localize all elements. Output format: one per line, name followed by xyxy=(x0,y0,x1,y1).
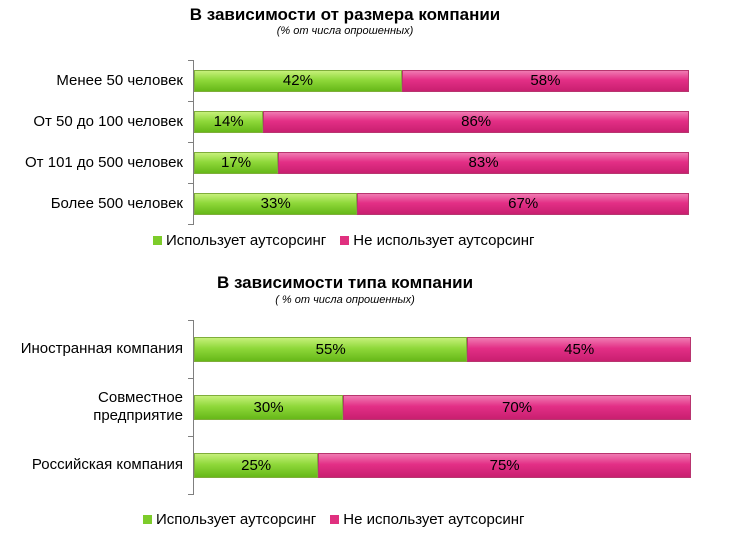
bar-not-uses-outsourcing: 83% xyxy=(278,151,689,174)
bar-uses-outsourcing: 30% xyxy=(194,394,344,420)
axis-tick xyxy=(188,494,193,495)
legend-swatch-uses xyxy=(143,515,152,524)
data-label: 14% xyxy=(213,113,244,130)
legend-item-not-uses: Не использует аутсорсинг xyxy=(330,511,525,528)
category-label: Менее 50 человек xyxy=(56,71,183,89)
legend-label-not-uses: Не использует аутсорсинг xyxy=(353,232,535,249)
bar-uses-outsourcing: 25% xyxy=(194,452,319,478)
category-label: От 101 до 500 человек xyxy=(25,153,183,171)
legend-item-uses: Использует аутсорсинг xyxy=(143,511,316,528)
data-label: 75% xyxy=(489,456,520,474)
chart-subtitle: (% от числа опрошенных) xyxy=(276,25,414,37)
chart-title: В зависимости от размера компании xyxy=(189,5,501,24)
legend-label-uses: Использует аутсорсинг xyxy=(156,511,317,528)
category-label: Более 500 человек xyxy=(50,194,183,212)
axis-tick xyxy=(188,142,193,143)
legend-swatch-not-uses xyxy=(330,515,340,524)
bar-not-uses-outsourcing: 86% xyxy=(263,110,689,133)
legend-swatch-uses xyxy=(153,236,162,245)
data-label: 42% xyxy=(282,72,313,89)
axis-tick xyxy=(188,101,193,102)
bar-not-uses-outsourcing: 67% xyxy=(357,192,689,215)
axis-tick xyxy=(188,436,193,437)
data-label: 86% xyxy=(461,113,492,130)
data-label: 45% xyxy=(564,340,595,358)
axis-tick xyxy=(188,60,193,61)
data-label: 55% xyxy=(315,340,346,358)
data-label: 17% xyxy=(221,154,252,171)
data-label: 33% xyxy=(260,195,291,212)
chart-subtitle: ( % от числа опрошенных) xyxy=(275,294,415,306)
data-label: 70% xyxy=(502,398,533,416)
axis-tick xyxy=(188,224,193,225)
legend: Использует аутсорсинг Не использует аутс… xyxy=(143,511,539,528)
size-chart: В зависимости от размера компании (% от … xyxy=(0,0,732,260)
data-label: 30% xyxy=(253,398,284,416)
bar-not-uses-outsourcing: 45% xyxy=(467,336,691,362)
bar-uses-outsourcing: 55% xyxy=(194,336,468,362)
type-chart: В зависимости типа компании ( % от числа… xyxy=(0,268,732,535)
legend-item-not-uses: Не использует аутсорсинг xyxy=(340,232,535,249)
bar-not-uses-outsourcing: 70% xyxy=(343,394,691,420)
bar-not-uses-outsourcing: 75% xyxy=(318,452,691,478)
legend-swatch-not-uses xyxy=(340,236,350,245)
data-label: 83% xyxy=(468,154,499,171)
data-label: 58% xyxy=(530,72,561,89)
category-label: Совместное предприятие xyxy=(93,389,183,424)
category-label: Иностранная компания xyxy=(20,340,183,357)
axis-tick xyxy=(188,378,193,379)
category-label: От 50 до 100 человек xyxy=(33,112,183,130)
bar-uses-outsourcing: 42% xyxy=(194,69,402,92)
data-label: 67% xyxy=(508,195,539,212)
bar-uses-outsourcing: 33% xyxy=(194,192,358,215)
y-axis-line xyxy=(193,60,194,225)
axis-tick xyxy=(188,183,193,184)
legend-label-uses: Использует аутсорсинг xyxy=(166,232,327,249)
legend: Использует аутсорсинг Не использует аутс… xyxy=(153,232,549,249)
chart-title: В зависимости типа компании xyxy=(216,273,474,292)
bar-uses-outsourcing: 17% xyxy=(194,151,279,174)
category-label: Российская компания xyxy=(31,456,183,473)
bar-not-uses-outsourcing: 58% xyxy=(401,69,689,92)
legend-item-uses: Использует аутсорсинг xyxy=(153,232,326,249)
data-label: 25% xyxy=(241,456,272,474)
y-axis-line xyxy=(193,320,194,495)
bar-uses-outsourcing: 14% xyxy=(194,110,264,133)
axis-tick xyxy=(188,320,193,321)
legend-label-not-uses: Не использует аутсорсинг xyxy=(343,511,525,528)
